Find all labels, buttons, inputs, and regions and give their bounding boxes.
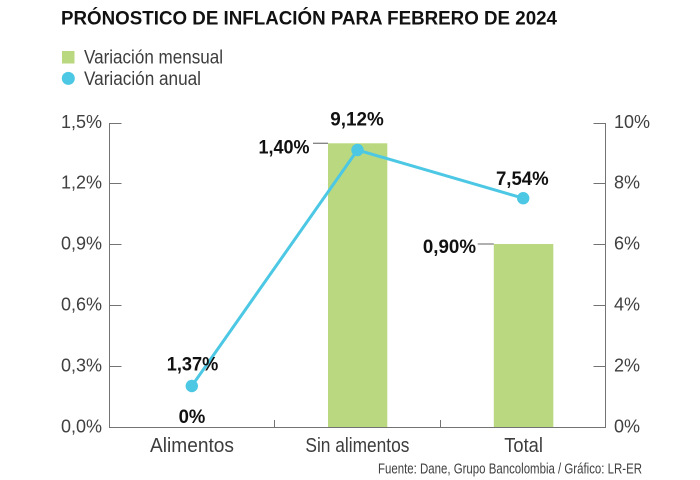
svg-text:2%: 2% bbox=[614, 356, 640, 376]
svg-text:0,3%: 0,3% bbox=[61, 356, 102, 376]
svg-text:Variación mensual: Variación mensual bbox=[84, 48, 223, 69]
svg-text:0,6%: 0,6% bbox=[61, 295, 102, 315]
svg-text:Total: Total bbox=[504, 435, 543, 457]
svg-text:0%: 0% bbox=[614, 417, 640, 437]
svg-text:0,9%: 0,9% bbox=[61, 234, 102, 254]
svg-text:1,5%: 1,5% bbox=[61, 112, 102, 132]
svg-text:4%: 4% bbox=[614, 295, 640, 315]
svg-text:Sin alimentos: Sin alimentos bbox=[305, 435, 409, 457]
svg-text:6%: 6% bbox=[614, 234, 640, 254]
svg-text:10%: 10% bbox=[614, 112, 650, 132]
svg-text:0%: 0% bbox=[179, 407, 206, 428]
svg-text:1,37%: 1,37% bbox=[167, 355, 219, 376]
svg-text:Variación anual: Variación anual bbox=[84, 69, 201, 90]
svg-text:Fuente: Dane, Grupo Bancolombi: Fuente: Dane, Grupo Bancolombia / Gráfic… bbox=[378, 461, 642, 478]
svg-text:PRÓNOSTICO DE INFLACIÓN PARA F: PRÓNOSTICO DE INFLACIÓN PARA FEBRERO DE … bbox=[61, 8, 557, 30]
svg-text:8%: 8% bbox=[614, 173, 640, 193]
svg-text:9,12%: 9,12% bbox=[330, 110, 384, 131]
svg-text:0,0%: 0,0% bbox=[61, 417, 102, 437]
svg-text:1,40%: 1,40% bbox=[259, 138, 310, 159]
svg-text:1,2%: 1,2% bbox=[61, 173, 102, 193]
svg-text:Alimentos: Alimentos bbox=[150, 435, 234, 457]
svg-text:0,90%: 0,90% bbox=[423, 237, 476, 258]
svg-text:7,54%: 7,54% bbox=[496, 169, 549, 190]
